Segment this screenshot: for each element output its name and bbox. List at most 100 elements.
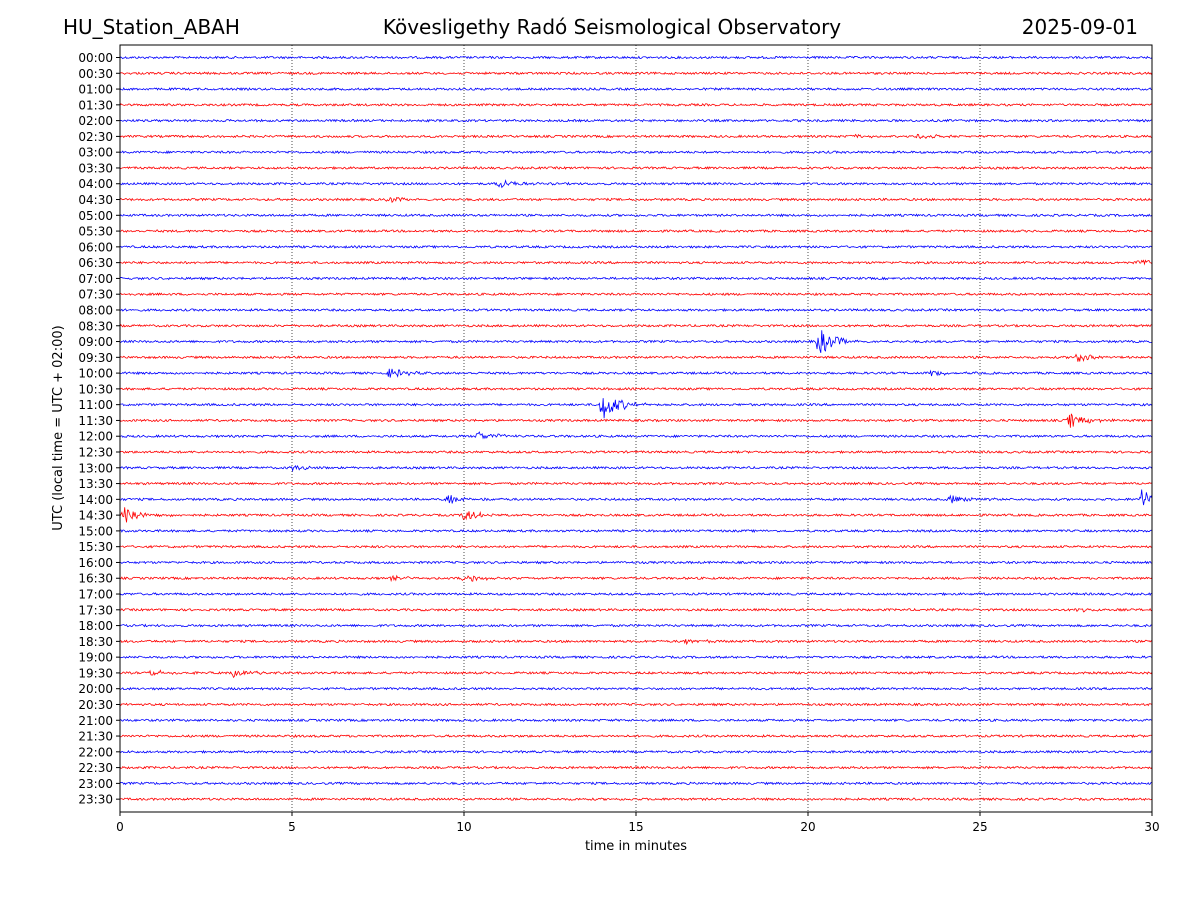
y-tick-label: 14:30 xyxy=(78,509,113,523)
trace-1830 xyxy=(119,638,1153,646)
trace-2130 xyxy=(119,734,1153,739)
trace-1000 xyxy=(119,368,1153,378)
y-tick-label: 13:00 xyxy=(78,461,113,475)
x-tick-label: 20 xyxy=(800,820,815,834)
trace-1100 xyxy=(119,398,1153,419)
y-tick-label: 22:30 xyxy=(78,761,113,775)
y-axis-label: UTC (local time = UTC + 02:00) xyxy=(51,325,66,530)
y-tick-label: 17:30 xyxy=(78,603,113,617)
trace-0700 xyxy=(119,276,1153,281)
y-tick-label: 13:30 xyxy=(78,477,113,491)
y-tick-label: 15:30 xyxy=(78,540,113,554)
y-tick-label: 06:30 xyxy=(78,256,113,270)
y-tick-label: 12:30 xyxy=(78,446,113,460)
y-tick-label: 23:30 xyxy=(78,793,113,807)
trace-1730 xyxy=(119,607,1153,613)
trace-0530 xyxy=(119,229,1153,234)
y-tick-label: 19:30 xyxy=(78,666,113,680)
y-tick-label: 17:00 xyxy=(78,588,113,602)
x-tick-label: 25 xyxy=(972,820,987,834)
trace-0400 xyxy=(119,179,1153,189)
chart-date: 2025-09-01 xyxy=(1021,15,1138,39)
x-tick-label: 10 xyxy=(456,820,471,834)
y-tick-label: 19:00 xyxy=(78,651,113,665)
y-tick-label: 15:00 xyxy=(78,524,113,538)
y-tick-label: 00:00 xyxy=(78,51,113,65)
trace-0200 xyxy=(119,118,1153,123)
trace-0300 xyxy=(119,150,1153,155)
trace-0030 xyxy=(119,71,1153,76)
y-tick-label: 05:00 xyxy=(78,209,113,223)
seismic-traces xyxy=(119,55,1153,802)
y-tick-label: 10:30 xyxy=(78,382,113,396)
trace-0930 xyxy=(119,353,1153,363)
x-tick-label: 30 xyxy=(1144,820,1159,834)
x-axis-ticks: 0 5 10 15 20 25 30 xyxy=(116,812,1160,834)
trace-2330 xyxy=(119,797,1153,802)
trace-1430 xyxy=(119,507,1153,523)
trace-0630 xyxy=(119,259,1153,266)
x-axis-label: time in minutes xyxy=(585,839,687,854)
trace-0730 xyxy=(119,292,1153,297)
y-tick-label: 22:00 xyxy=(78,745,113,759)
y-tick-label: 03:30 xyxy=(78,161,113,175)
trace-0430 xyxy=(119,196,1153,204)
trace-0130 xyxy=(119,102,1153,107)
y-tick-label: 07:00 xyxy=(78,272,113,286)
trace-0830 xyxy=(119,323,1153,328)
y-tick-label: 12:00 xyxy=(78,430,113,444)
trace-1600 xyxy=(119,560,1153,565)
trace-2100 xyxy=(119,718,1153,723)
trace-1300 xyxy=(119,464,1153,473)
trace-1400 xyxy=(119,489,1153,506)
y-tick-label: 21:30 xyxy=(78,730,113,744)
x-tick-label: 15 xyxy=(628,820,643,834)
y-tick-label: 09:30 xyxy=(78,351,113,365)
trace-0230 xyxy=(119,133,1153,140)
trace-0800 xyxy=(119,307,1153,313)
y-tick-label: 16:30 xyxy=(78,572,113,586)
y-tick-label: 18:30 xyxy=(78,635,113,649)
y-tick-label: 08:30 xyxy=(78,319,113,333)
y-tick-label: 00:30 xyxy=(78,67,113,81)
y-tick-label: 04:30 xyxy=(78,193,113,207)
y-tick-label: 11:00 xyxy=(78,398,113,412)
trace-1530 xyxy=(119,544,1153,549)
y-tick-label: 05:30 xyxy=(78,225,113,239)
trace-0500 xyxy=(119,213,1153,218)
trace-1630 xyxy=(119,574,1153,583)
y-tick-label: 10:00 xyxy=(78,367,113,381)
trace-0900 xyxy=(119,330,1153,353)
trace-0330 xyxy=(119,165,1153,170)
y-tick-label: 01:30 xyxy=(78,98,113,112)
y-tick-label: 14:00 xyxy=(78,493,113,507)
trace-1700 xyxy=(119,591,1153,597)
trace-1800 xyxy=(119,623,1153,628)
station-name: HU_Station_ABAH xyxy=(63,15,240,39)
trace-2000 xyxy=(119,686,1153,691)
grid-lines xyxy=(291,45,981,812)
y-tick-label: 23:00 xyxy=(78,777,113,791)
trace-2230 xyxy=(119,765,1153,770)
trace-1900 xyxy=(119,655,1153,660)
y-tick-label: 18:00 xyxy=(78,619,113,633)
y-tick-label: 16:00 xyxy=(78,556,113,570)
y-tick-label: 01:00 xyxy=(78,83,113,97)
y-tick-label: 20:30 xyxy=(78,698,113,712)
y-tick-label: 09:00 xyxy=(78,335,113,349)
trace-1200 xyxy=(119,431,1153,440)
y-tick-label: 08:00 xyxy=(78,303,113,317)
trace-1030 xyxy=(119,386,1153,391)
trace-2030 xyxy=(119,702,1153,707)
trace-2200 xyxy=(119,749,1153,754)
x-tick-label: 5 xyxy=(288,820,296,834)
trace-1230 xyxy=(119,449,1153,455)
y-tick-label: 03:00 xyxy=(78,146,113,160)
y-tick-label: 20:00 xyxy=(78,682,113,696)
trace-0600 xyxy=(119,244,1153,249)
y-tick-label: 02:30 xyxy=(78,130,113,144)
y-tick-label: 04:00 xyxy=(78,177,113,191)
trace-0100 xyxy=(119,87,1153,92)
trace-2300 xyxy=(119,781,1153,786)
